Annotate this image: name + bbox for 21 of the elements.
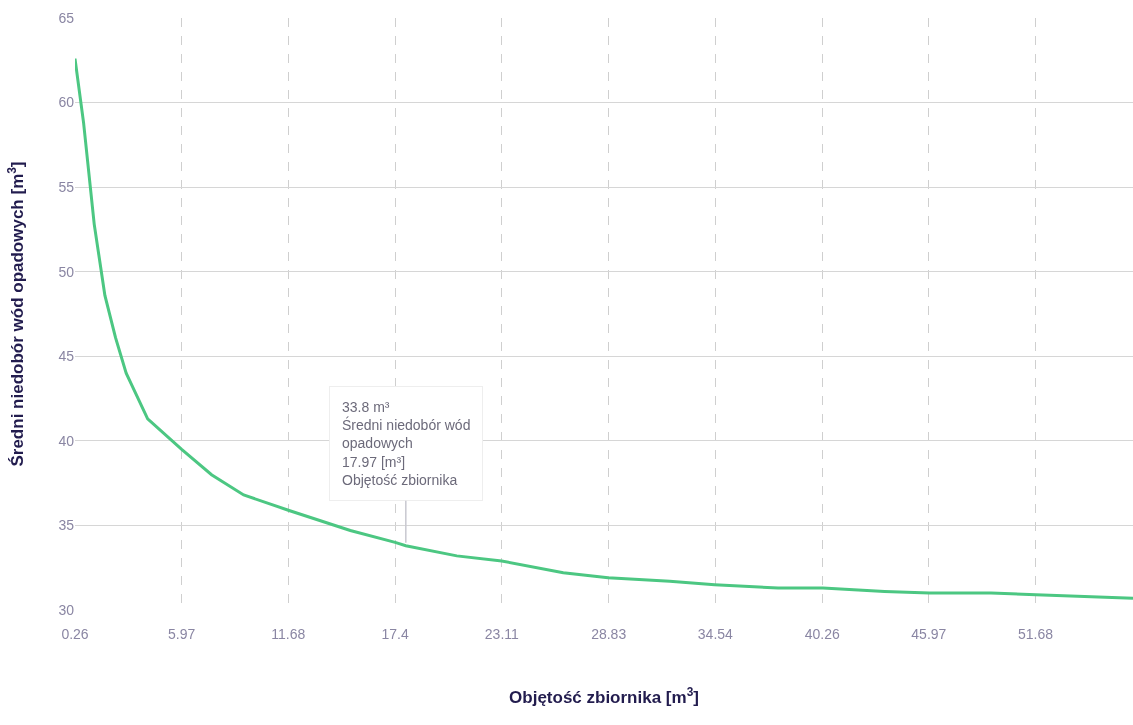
x-tick-label: 45.97 [911, 626, 947, 642]
y-tick-label: 55 [58, 179, 75, 196]
x-tick-label: 51.68 [1017, 626, 1054, 642]
x-tick-label: 23.11 [484, 626, 520, 642]
y-tick-label: 60 [58, 94, 75, 111]
annotation: 33.8 m³ Średni niedobór wód opadowych 17.97 [m³] Objętość zbiornika [342, 399, 471, 488]
y-tick-label: 50 [58, 263, 75, 280]
y-tick-label: 65 [58, 9, 75, 26]
x-axis-title: Objętość zbiornika [m$^{3}$] [509, 685, 699, 708]
x-tick-label: 34.54 [697, 626, 734, 642]
x-tick-label: 0.26 [61, 626, 89, 642]
y-tick-label: 40 [58, 432, 75, 449]
y-tick-label: 30 [58, 601, 75, 618]
x-tick-label: 5.97 [168, 626, 196, 642]
x-tick-label: 28.83 [591, 626, 627, 642]
line-series [75, 57, 1133, 600]
y-tick-label: 35 [58, 517, 75, 534]
x-tick-label: 11.68 [271, 626, 306, 642]
y-tick-label: 45 [58, 348, 75, 365]
x-tick-label: 17.4 [381, 626, 409, 642]
x-tick-label: 40.26 [804, 626, 840, 642]
